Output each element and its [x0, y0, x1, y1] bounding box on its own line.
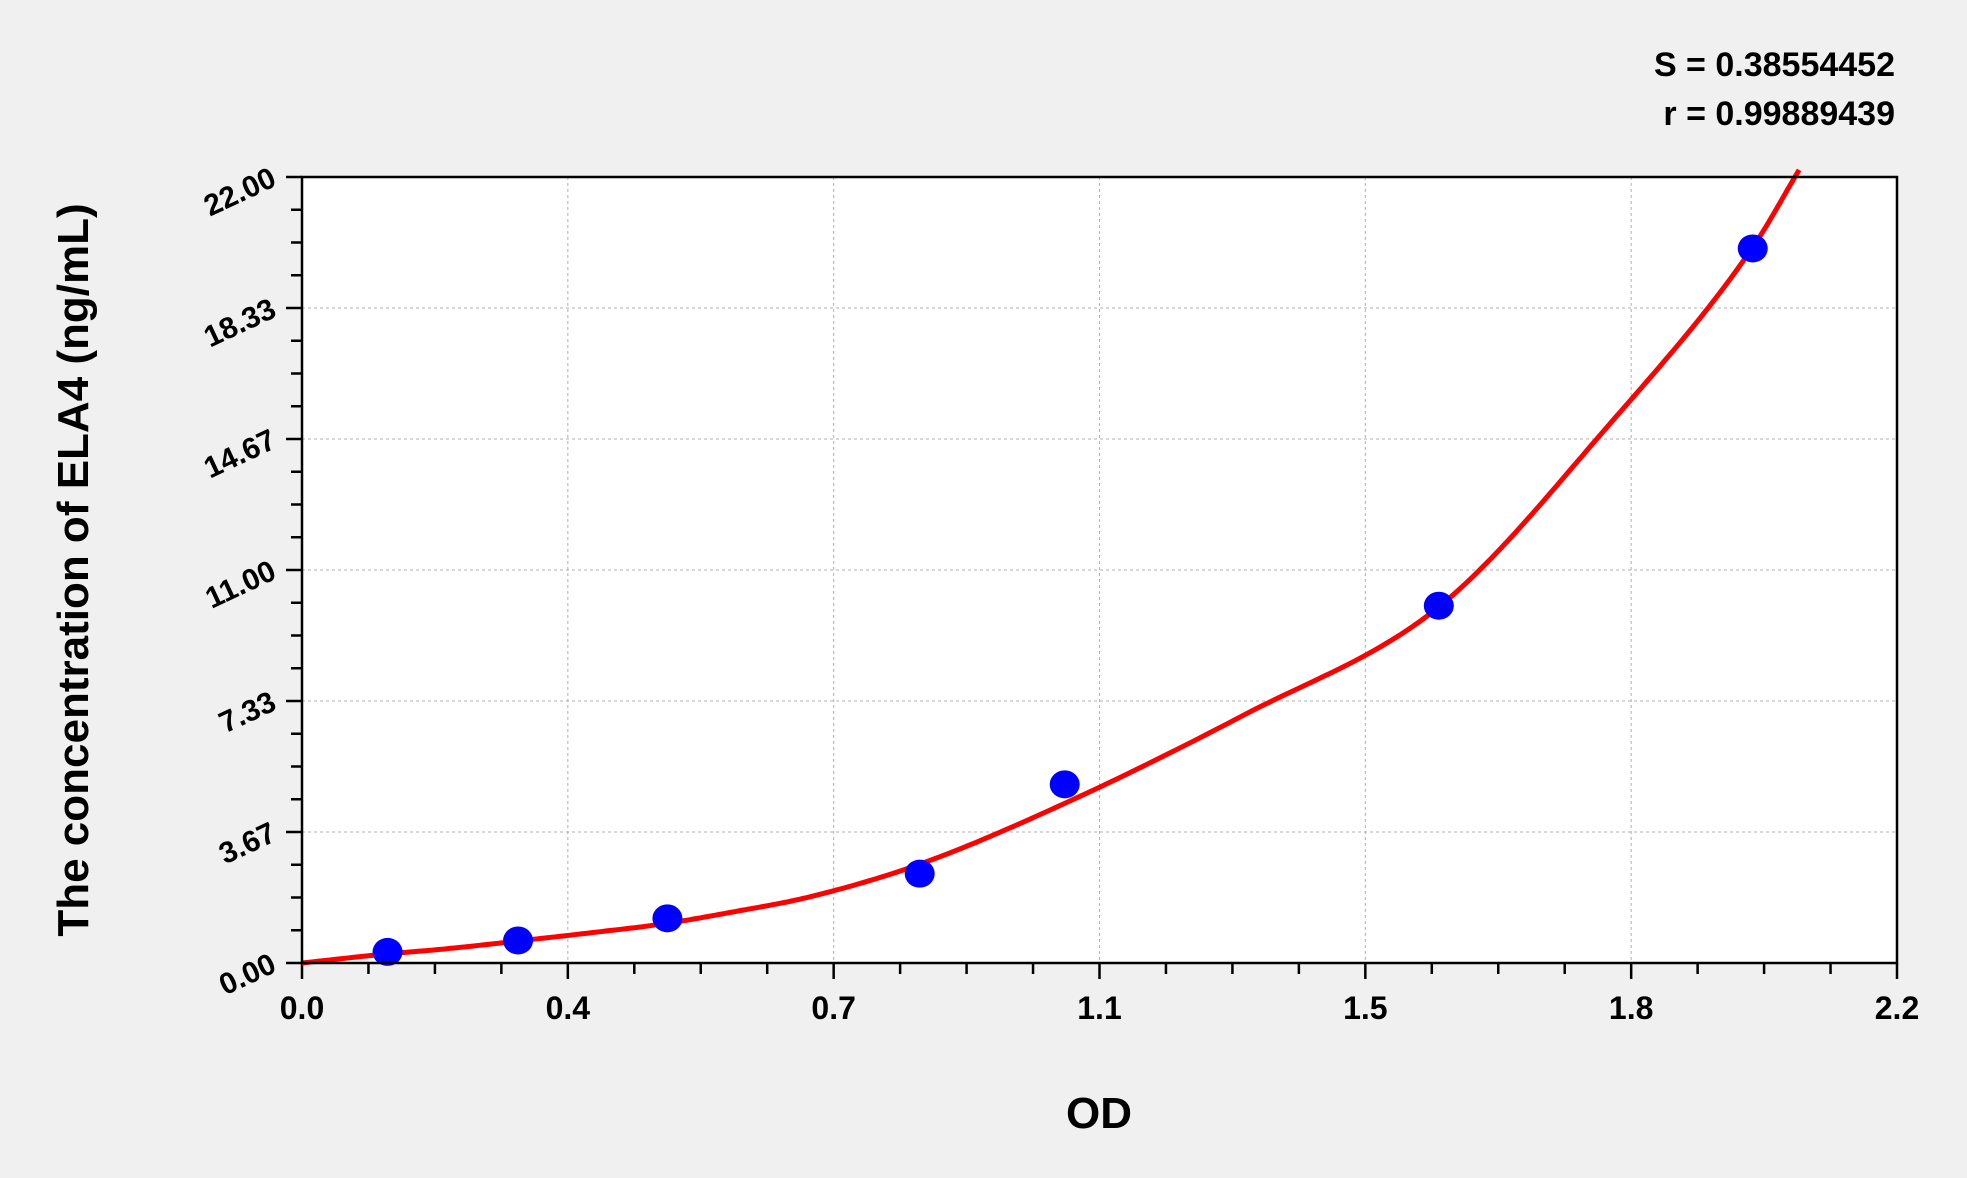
x-tick-label: 1.1	[1077, 990, 1121, 1026]
y-tick-label: 14.67	[199, 423, 281, 485]
data-point	[1737, 234, 1768, 263]
x-tick-labels: 0.0 0.4 0.7 1.1 1.5 1.8 2.2	[280, 990, 1919, 1026]
y-tick-label: 18.33	[199, 292, 281, 354]
data-points	[372, 234, 1768, 966]
y-tick-label: 0.00	[214, 947, 281, 1002]
y-tick-label: 11.00	[200, 554, 280, 615]
y-tick-label: 3.67	[214, 816, 281, 871]
data-point	[372, 937, 403, 966]
y-axis-label: The concentration of ELA4 (ng/mL)	[49, 203, 98, 936]
data-point	[904, 859, 935, 888]
x-tick-label: 0.4	[546, 990, 591, 1026]
x-axis-label: OD	[1066, 1089, 1132, 1138]
data-point	[503, 926, 534, 955]
r-annotation: r = 0.99889439	[1663, 95, 1895, 133]
data-point	[1423, 591, 1454, 620]
y-tick-label: 22.00	[199, 161, 281, 223]
ticks	[286, 175, 1899, 979]
x-tick-label: 1.5	[1343, 990, 1387, 1026]
y-tick-labels: 0.00 3.67 7.33 11.00 14.67 18.33 22.00	[199, 161, 281, 1002]
data-point	[1049, 770, 1080, 799]
x-tick-label: 1.8	[1609, 990, 1653, 1026]
y-tick-label: 7.33	[214, 685, 281, 740]
s-annotation: S = 0.38554452	[1654, 46, 1895, 84]
grid	[302, 177, 1897, 963]
x-tick-label: 2.2	[1875, 990, 1919, 1026]
plot-border	[300, 175, 1899, 965]
fit-curve	[301, 168, 1802, 966]
data-point	[652, 904, 683, 933]
x-tick-label: 0.0	[280, 990, 324, 1026]
x-tick-label: 0.7	[811, 990, 855, 1026]
